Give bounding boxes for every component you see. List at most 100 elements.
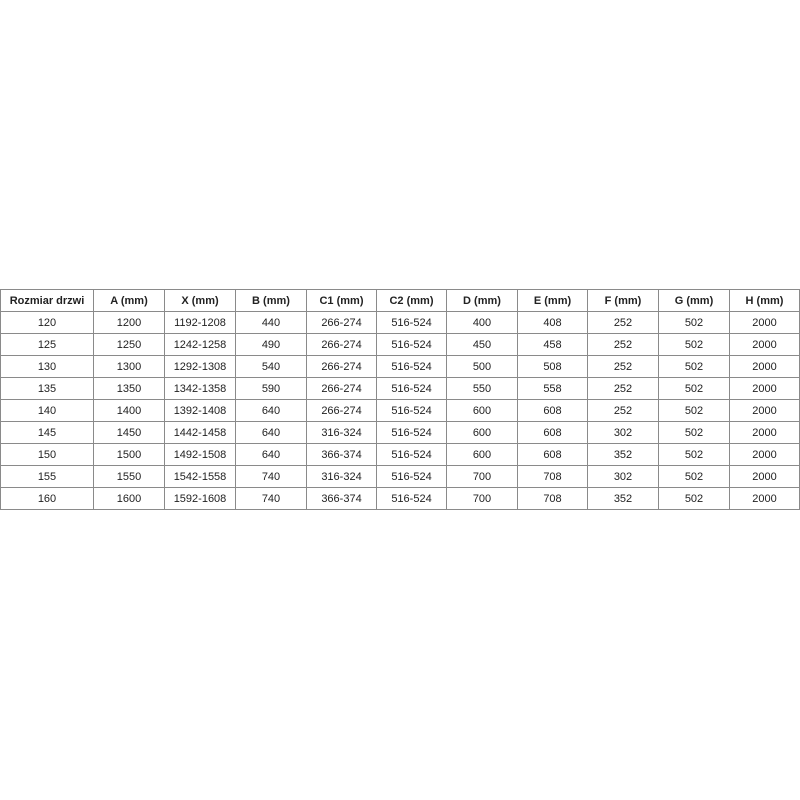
table-row: 130 1300 1292-1308 540 266-274 516-524 500 508 2… xyxy=(0,355,800,378)
table-cell: 440 xyxy=(235,311,307,334)
table-cell: 302 xyxy=(587,421,659,444)
table-cell: 1400 xyxy=(93,399,165,422)
column-header: Rozmiar drzwi xyxy=(0,289,94,312)
table-cell: 540 xyxy=(235,355,307,378)
table-cell: 516-524 xyxy=(376,421,447,444)
table-cell: 160 xyxy=(0,487,94,510)
table-cell: 516-524 xyxy=(376,377,447,400)
table-cell: 502 xyxy=(658,355,730,378)
table-cell: 1450 xyxy=(93,421,165,444)
table-cell: 1350 xyxy=(93,377,165,400)
column-header: E (mm) xyxy=(517,289,588,312)
table-cell: 608 xyxy=(517,421,588,444)
table-cell: 740 xyxy=(235,487,307,510)
column-header: C2 (mm) xyxy=(376,289,447,312)
table-cell: 1592-1608 xyxy=(164,487,236,510)
table-cell: 352 xyxy=(587,443,659,466)
table-cell: 2000 xyxy=(729,311,800,334)
table-cell: 502 xyxy=(658,487,730,510)
table-cell: 1500 xyxy=(93,443,165,466)
table-cell: 700 xyxy=(446,487,518,510)
table-cell: 516-524 xyxy=(376,333,447,356)
table-cell: 516-524 xyxy=(376,443,447,466)
table-row: 140 1400 1392-1408 640 266-274 516-524 600 608 2… xyxy=(0,399,800,422)
table-cell: 516-524 xyxy=(376,355,447,378)
table-cell: 1300 xyxy=(93,355,165,378)
table-cell: 302 xyxy=(587,465,659,488)
table-cell: 252 xyxy=(587,399,659,422)
table-cell: 502 xyxy=(658,311,730,334)
table-cell: 1600 xyxy=(93,487,165,510)
table-row: 120 1200 1192-1208 440 266-274 516-524 400 408 2… xyxy=(0,311,800,334)
table-cell: 2000 xyxy=(729,421,800,444)
table-cell: 502 xyxy=(658,443,730,466)
table-cell: 1250 xyxy=(93,333,165,356)
table-row: 155 1550 1542-1558 740 316-324 516-524 700 708 3… xyxy=(0,465,800,488)
table-cell: 2000 xyxy=(729,487,800,510)
table-cell: 502 xyxy=(658,399,730,422)
table-cell: 1292-1308 xyxy=(164,355,236,378)
table-cell: 558 xyxy=(517,377,588,400)
table-cell: 516-524 xyxy=(376,465,447,488)
table-cell: 150 xyxy=(0,443,94,466)
table-cell: 366-374 xyxy=(306,443,377,466)
table-cell: 450 xyxy=(446,333,518,356)
table-cell: 352 xyxy=(587,487,659,510)
table-cell: 1342-1358 xyxy=(164,377,236,400)
table-cell: 135 xyxy=(0,377,94,400)
table-cell: 640 xyxy=(235,421,307,444)
table-cell: 550 xyxy=(446,377,518,400)
table-row: 160 1600 1592-1608 740 366-374 516-524 700 708 3… xyxy=(0,487,800,510)
table-row: 125 1250 1242-1258 490 266-274 516-524 450 458 2… xyxy=(0,333,800,356)
table-cell: 1442-1458 xyxy=(164,421,236,444)
table-cell: 145 xyxy=(0,421,94,444)
table-row: 150 1500 1492-1508 640 366-374 516-524 600 608 3… xyxy=(0,443,800,466)
table-cell: 266-274 xyxy=(306,311,377,334)
table-row: 145 1450 1442-1458 640 316-324 516-524 600 608 3… xyxy=(0,421,800,444)
table-cell: 640 xyxy=(235,399,307,422)
table-cell: 516-524 xyxy=(376,311,447,334)
table-cell: 608 xyxy=(517,399,588,422)
column-header: D (mm) xyxy=(446,289,518,312)
column-header: B (mm) xyxy=(235,289,307,312)
table-cell: 708 xyxy=(517,487,588,510)
header-row: Rozmiar drzwi A (mm) X (mm) B (mm) C1 (mm) C2… xyxy=(0,289,800,312)
table-cell: 1492-1508 xyxy=(164,443,236,466)
table-cell: 640 xyxy=(235,443,307,466)
table-cell: 490 xyxy=(235,333,307,356)
table-cell: 516-524 xyxy=(376,487,447,510)
table-cell: 516-524 xyxy=(376,399,447,422)
table-cell: 2000 xyxy=(729,465,800,488)
table-cell: 2000 xyxy=(729,377,800,400)
column-header: H (mm) xyxy=(729,289,800,312)
table-cell: 408 xyxy=(517,311,588,334)
table-cell: 2000 xyxy=(729,399,800,422)
table-cell: 1192-1208 xyxy=(164,311,236,334)
table-row: 135 1350 1342-1358 590 266-274 516-524 550 558 2… xyxy=(0,377,800,400)
table-cell: 266-274 xyxy=(306,355,377,378)
table-cell: 740 xyxy=(235,465,307,488)
table-cell: 2000 xyxy=(729,333,800,356)
table-cell: 252 xyxy=(587,333,659,356)
column-header: A (mm) xyxy=(93,289,165,312)
table-cell: 2000 xyxy=(729,355,800,378)
table-cell: 252 xyxy=(587,377,659,400)
table-cell: 600 xyxy=(446,399,518,422)
dimensions-table: Rozmiar drzwi A (mm) X (mm) B (mm) C1 (mm) C2… xyxy=(0,289,800,510)
table-cell: 120 xyxy=(0,311,94,334)
table-cell: 140 xyxy=(0,399,94,422)
table-cell: 2000 xyxy=(729,443,800,466)
table-cell: 1542-1558 xyxy=(164,465,236,488)
table-cell: 252 xyxy=(587,355,659,378)
table-cell: 316-324 xyxy=(306,465,377,488)
table-cell: 508 xyxy=(517,355,588,378)
table-cell: 316-324 xyxy=(306,421,377,444)
table-cell: 700 xyxy=(446,465,518,488)
table-cell: 125 xyxy=(0,333,94,356)
table-cell: 155 xyxy=(0,465,94,488)
table-cell: 502 xyxy=(658,421,730,444)
table-cell: 1550 xyxy=(93,465,165,488)
table-cell: 502 xyxy=(658,377,730,400)
table-cell: 590 xyxy=(235,377,307,400)
column-header: G (mm) xyxy=(658,289,730,312)
